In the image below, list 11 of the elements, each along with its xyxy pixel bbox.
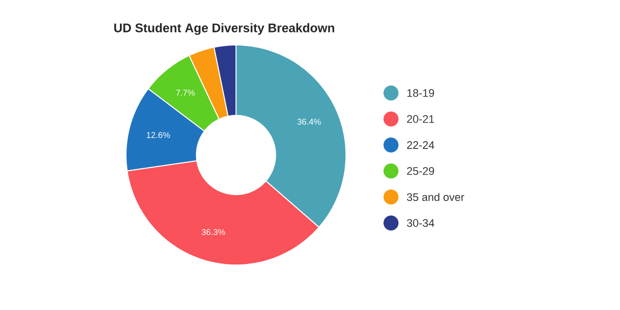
data-label: 7.7% [176,90,195,96]
legend-label: 22-24 [407,141,434,149]
legend-label: 25-29 [407,167,434,175]
data-label: 36.4% [297,118,321,125]
chart-title: UD Student Age Diversity Breakdown [114,23,334,35]
legend-label: 18-19 [407,89,434,97]
data-label: 12.6% [146,132,170,138]
legend-label: 20-21 [407,115,434,123]
data-label: 36.3% [202,229,226,236]
legend-label: 35 and over [406,192,464,202]
legend-label: 30-34 [406,219,434,227]
